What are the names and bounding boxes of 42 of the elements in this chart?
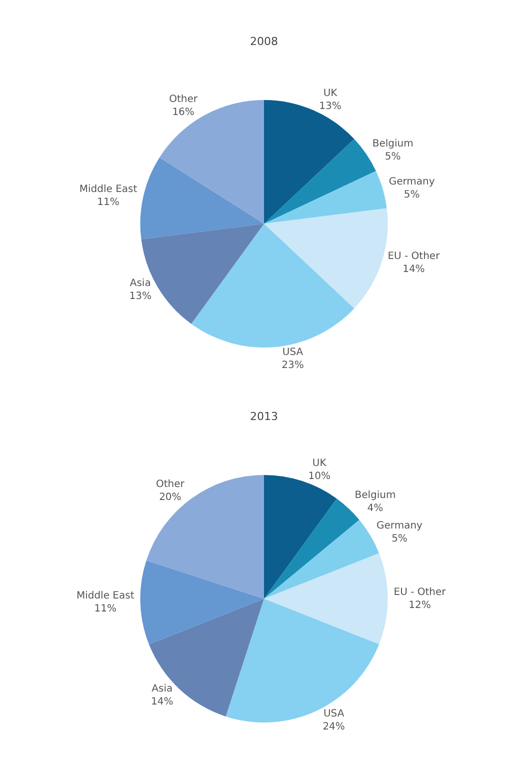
slice-label: Belgium	[372, 138, 414, 150]
data-label: 4%	[367, 503, 384, 514]
slice-label: Asia	[152, 683, 173, 694]
pie-slice	[140, 157, 264, 240]
slice-label: USA	[282, 346, 304, 358]
pie-slice	[264, 208, 388, 308]
slice-label: EU - Other	[388, 251, 441, 262]
data-label: 14%	[402, 264, 425, 276]
data-label: 5%	[404, 189, 420, 200]
data-label: 23%	[282, 360, 304, 371]
data-label: 5%	[392, 534, 408, 545]
data-label: 14%	[151, 696, 174, 708]
slice-label: Other	[156, 478, 186, 490]
pie-slice	[264, 498, 360, 599]
slice-label: Middle East	[79, 184, 138, 196]
slice-label: EU - Other	[394, 586, 447, 598]
slice-label: Germany	[388, 176, 435, 188]
pie-slice	[264, 553, 388, 644]
data-label: 20%	[159, 492, 182, 503]
data-label: 13%	[129, 290, 152, 302]
slice-label: Other	[169, 94, 198, 106]
data-label: 5%	[384, 151, 401, 162]
pie-slice	[140, 560, 264, 644]
slice-label: UK	[323, 88, 338, 100]
data-label: 13%	[319, 101, 342, 112]
data-label: 10%	[308, 471, 330, 482]
slice-label: Middle East	[76, 590, 134, 602]
data-label: 24%	[322, 722, 345, 733]
chart-title: 2008	[250, 35, 278, 48]
data-label: 16%	[172, 107, 194, 118]
slice-label: USA	[323, 708, 344, 720]
pie-slice	[146, 475, 264, 599]
chart-title: 2013	[250, 410, 278, 423]
slice-label: UK	[312, 458, 327, 470]
data-label: 12%	[408, 600, 431, 611]
data-label: 11%	[97, 197, 120, 208]
pie-slice	[148, 598, 264, 716]
data-label: 11%	[94, 604, 116, 615]
slice-label: Belgium	[354, 490, 396, 502]
slice-label: Germany	[376, 520, 423, 532]
slice-label: Asia	[130, 278, 151, 289]
pie-slice	[264, 100, 354, 224]
